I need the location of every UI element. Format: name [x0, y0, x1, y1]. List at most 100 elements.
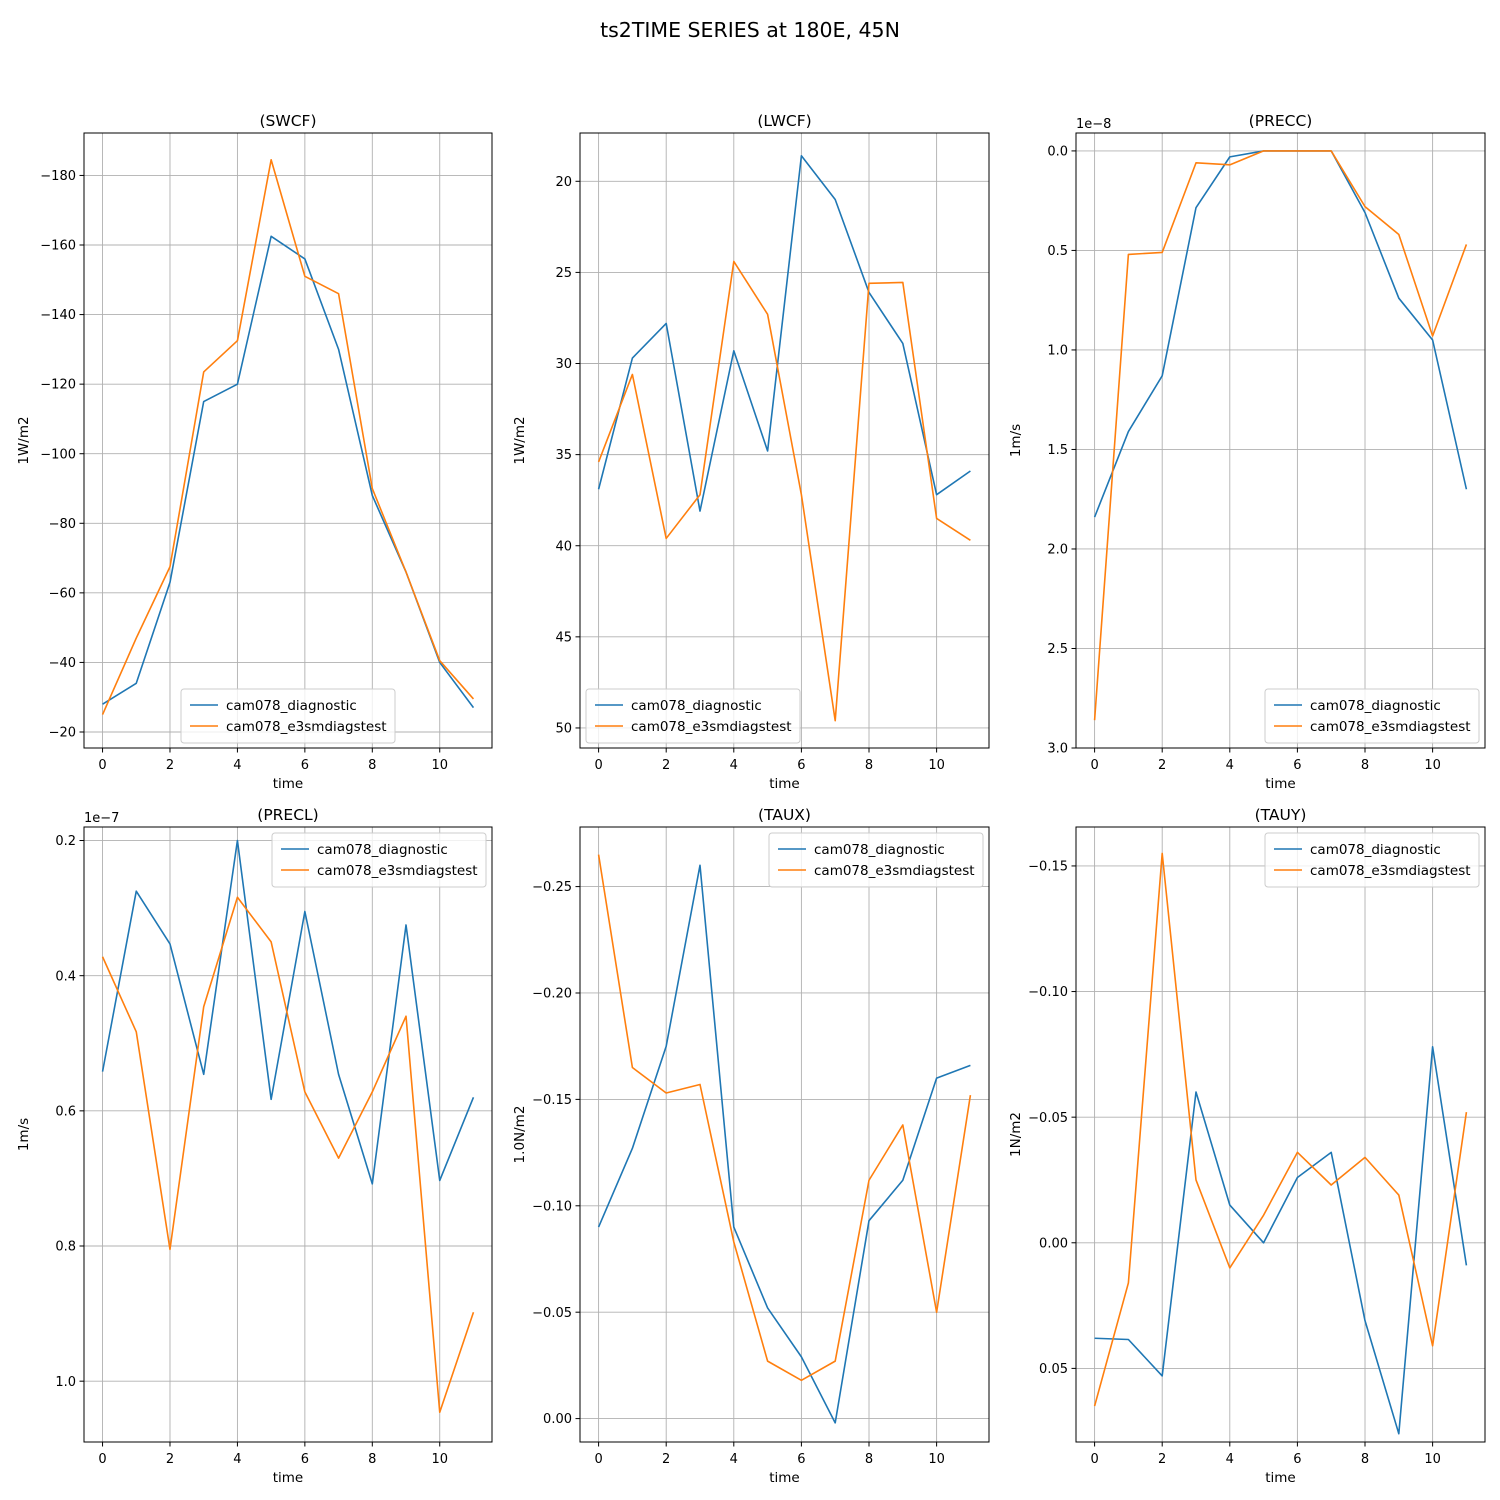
y-tick-label: 50 — [555, 722, 572, 737]
x-tick-label: 10 — [928, 758, 945, 773]
y-tick-label: 0.2 — [55, 834, 76, 849]
x-tick-label: 4 — [233, 758, 241, 773]
legend-label-2: cam078_e3smdiagstest — [1310, 719, 1471, 735]
x-tick-label: 6 — [797, 758, 805, 773]
y-tick-label: 0.00 — [1039, 1236, 1068, 1251]
legend-box — [585, 688, 801, 744]
legend-label-1: cam078_diagnostic — [226, 698, 357, 714]
y-tick-label: −0.10 — [1028, 985, 1068, 1000]
legend-label-2: cam078_e3smdiagstest — [631, 719, 792, 735]
x-axis-label: time — [769, 776, 800, 792]
x-tick-label: 0 — [594, 758, 602, 773]
series-line-2 — [1093, 852, 1468, 1407]
y-tick-label: 2.0 — [1047, 543, 1068, 558]
series-line-2 — [1093, 150, 1468, 721]
y-tick-label: 30 — [555, 357, 572, 372]
legend-box — [1264, 688, 1480, 744]
x-tick-label: 6 — [1293, 758, 1301, 773]
y-axis-label: 1W/m2 — [512, 416, 528, 464]
axes-frame — [83, 826, 493, 1443]
subplot-title: (PRECC) — [1249, 112, 1313, 130]
y-tick-label: 0.00 — [543, 1412, 572, 1427]
y-axis-label: 1N/m2 — [1008, 1112, 1024, 1157]
y-tick-label: 1.0 — [1047, 344, 1068, 359]
x-tick-label: 6 — [797, 1452, 805, 1467]
x-tick-label: 8 — [368, 1452, 376, 1467]
legend-label-1: cam078_diagnostic — [631, 698, 762, 714]
legend: cam078_diagnostic cam078_e3smdiagstest — [585, 688, 801, 744]
x-tick-label: 4 — [1226, 758, 1234, 773]
y-tick-label: 2.5 — [1047, 642, 1068, 657]
y-tick-label: −0.20 — [532, 987, 572, 1002]
y-tick-label: −0.05 — [532, 1306, 572, 1321]
y-axis-label: 1m/s — [1008, 424, 1024, 457]
y-tick-label: 40 — [555, 539, 572, 554]
series-line-1 — [101, 839, 475, 1185]
x-axis-label: time — [273, 1470, 304, 1486]
y-tick-label: −0.15 — [532, 1093, 572, 1108]
x-tick-label: 8 — [1361, 758, 1369, 773]
x-tick-label: 4 — [233, 1452, 241, 1467]
subplot-title: (TAUY) — [1255, 806, 1307, 824]
subplot-title: (SWCF) — [260, 112, 317, 130]
y-tick-label: −20 — [49, 726, 76, 741]
x-tick-label: 0 — [1090, 1452, 1098, 1467]
subplot-tauy: 0 2 4 6 8 10 0.05 0.00 −0.05 −0.10 −0.15 (TAUY) time… — [1008, 806, 1486, 1486]
x-axis-label: time — [273, 776, 304, 792]
legend: cam078_diagnostic cam078_e3smdiagstest — [271, 832, 487, 888]
x-axis-label: time — [1265, 1470, 1296, 1486]
y-tick-label: 45 — [555, 630, 572, 645]
y-axis-label: 1W/m2 — [16, 416, 32, 464]
legend-box — [1264, 832, 1480, 888]
legend-label-2: cam078_e3smdiagstest — [226, 719, 387, 735]
y-tick-label: −140 — [40, 308, 76, 323]
axes-frame — [579, 132, 990, 749]
y-offset-text: 1e−8 — [1076, 117, 1111, 132]
x-tick-label: 2 — [1158, 1452, 1166, 1467]
axes-frame — [1075, 826, 1486, 1443]
x-tick-label: 8 — [368, 758, 376, 773]
legend-box — [768, 832, 984, 888]
y-tick-label: −0.05 — [1028, 1111, 1068, 1126]
y-tick-label: −100 — [40, 447, 76, 462]
y-tick-label: 1.5 — [1047, 443, 1068, 458]
x-tick-label: 2 — [166, 1452, 174, 1467]
series-line-1 — [102, 235, 475, 709]
subplot-taux: 0 2 4 6 8 10 0.00 −0.05 −0.10 −0.15 −0.20 −0.25 (TAU… — [512, 806, 990, 1486]
legend: cam078_diagnostic cam078_e3smdiagstest — [768, 832, 984, 888]
x-tick-label: 8 — [865, 1452, 873, 1467]
x-tick-label: 10 — [431, 758, 448, 773]
y-tick-label: −0.10 — [532, 1199, 572, 1214]
series-line-2 — [597, 854, 972, 1382]
subplot-precc: 0 2 4 6 8 10 0.0 0.5 1.0 1.5 2.0 2.5 3.0 (PRECC) time 1… — [1008, 112, 1486, 792]
x-tick-label: 0 — [1090, 758, 1098, 773]
y-tick-label: −180 — [40, 169, 76, 184]
y-tick-label: −160 — [40, 239, 76, 254]
x-tick-label: 4 — [730, 758, 738, 773]
x-tick-label: 10 — [928, 1452, 945, 1467]
y-tick-label: 1.0 — [55, 1375, 76, 1390]
y-tick-label: 3.0 — [1047, 742, 1068, 757]
y-tick-label: −60 — [49, 586, 76, 601]
series-line-2 — [101, 158, 475, 715]
legend-label-1: cam078_diagnostic — [317, 842, 448, 858]
x-tick-label: 2 — [662, 1452, 670, 1467]
x-tick-label: 10 — [1424, 1452, 1441, 1467]
y-tick-label: 0.05 — [1039, 1362, 1068, 1377]
legend: cam078_diagnostic cam078_e3smdiagstest — [180, 688, 396, 744]
y-tick-label: 0.0 — [1047, 145, 1068, 160]
subplot-title: (TAUX) — [758, 806, 811, 824]
subplot-swcf: 0 2 4 6 8 10 −20 −40 −60 −80 −100 −120 −140 −160 −180 (… — [16, 112, 493, 792]
figure-title: ts2TIME SERIES at 180E, 45N — [600, 18, 900, 42]
y-tick-label: 0.5 — [1047, 244, 1068, 259]
legend-label-1: cam078_diagnostic — [1310, 698, 1441, 714]
x-tick-label: 8 — [1361, 1452, 1369, 1467]
legend-label-1: cam078_diagnostic — [1310, 842, 1441, 858]
subplot-precl: 0 2 4 6 8 10 0.2 0.4 0.6 0.8 1.0 (PRECL) time 1m/s 1e−… — [16, 806, 493, 1486]
y-tick-label: 0.4 — [55, 969, 76, 984]
y-offset-text: 1e−7 — [84, 811, 119, 826]
legend: cam078_diagnostic cam078_e3smdiagstest — [1264, 688, 1480, 744]
y-tick-label: −40 — [49, 656, 76, 671]
x-tick-label: 8 — [865, 758, 873, 773]
